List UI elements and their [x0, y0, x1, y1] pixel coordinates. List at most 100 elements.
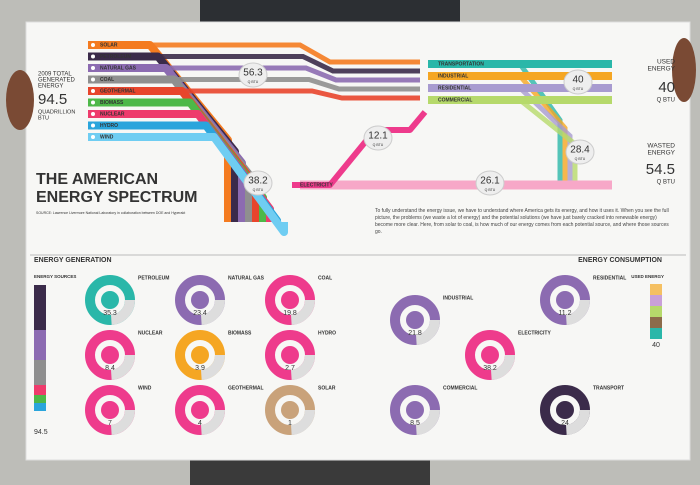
label: GEOTHERMAL [100, 88, 136, 94]
source-icon [91, 112, 95, 116]
donut-ring-accent [465, 330, 515, 380]
label: THE AMERICAN [36, 171, 158, 188]
donut-center [556, 401, 574, 419]
donut-ring-accent [175, 330, 225, 380]
label: 40 [572, 75, 584, 86]
label: Q BTU [253, 188, 264, 192]
label: ENERGY [38, 84, 63, 90]
node [238, 62, 268, 88]
label: COMMERCIAL [438, 97, 472, 103]
label: PETROLEUM [100, 54, 131, 60]
donut-center [281, 401, 299, 419]
label: ENERGY GENERATION [34, 257, 112, 264]
label: 24 [561, 420, 569, 427]
label: WASTED [647, 143, 675, 150]
donut-ring-accent [540, 385, 590, 435]
label: PETROLEUM [138, 275, 169, 281]
source-band-right [150, 42, 420, 65]
label: BIOMASS [228, 330, 252, 336]
source-bar-seg [34, 385, 46, 395]
label: NATURAL GAS [228, 275, 265, 281]
right-hand [672, 38, 696, 102]
label: 40 [658, 79, 675, 96]
label: TRANSPORT [593, 385, 624, 391]
label: WIND [100, 134, 114, 140]
label: ENERGY SPECTRUM [36, 189, 198, 206]
donut-center [406, 311, 424, 329]
source-bar-seg [34, 395, 46, 403]
label: HYDRO [318, 330, 336, 336]
label: 56.3 [243, 68, 263, 79]
source-icon [91, 100, 95, 105]
source-icon [91, 54, 95, 59]
donut-ring-accent [175, 275, 225, 325]
source-icon [91, 123, 95, 128]
label: Q BTU [657, 98, 675, 104]
label: 7 [108, 420, 112, 427]
donut-center [191, 401, 209, 419]
used-bar-seg [650, 317, 662, 328]
label: USED ENERGY [631, 274, 664, 279]
label: COMMERCIAL [443, 385, 477, 391]
donut-center [281, 291, 299, 309]
label: 40 [652, 342, 660, 349]
left-hand [6, 70, 34, 130]
label: HYDRO [100, 123, 118, 129]
label: 19.8 [283, 310, 297, 317]
donut-center [191, 291, 209, 309]
label: 2.7 [285, 365, 295, 372]
label: Q BTU [248, 80, 259, 84]
donut-ring-accent [265, 275, 315, 325]
donut-center [191, 346, 209, 364]
donut-center [281, 346, 299, 364]
person-legs [190, 458, 430, 485]
label: 21.8 [408, 330, 422, 337]
source-icon [91, 43, 95, 47]
label: RESIDENTIAL [438, 85, 471, 91]
label: WIND [138, 385, 152, 391]
label: Q BTU [575, 157, 586, 161]
label: 26.1 [480, 176, 500, 187]
source-bar-seg [34, 285, 46, 330]
label: TRANSPORTATION [438, 61, 484, 67]
label: Q BTU [485, 188, 496, 192]
source-icon [91, 77, 95, 82]
label: INDUSTRIAL [438, 73, 468, 79]
donut-ring-accent [85, 385, 135, 435]
donut-center [101, 346, 119, 364]
used-bar-seg [650, 328, 662, 339]
label: 2009 TOTAL [38, 72, 72, 78]
donut-ring-accent [265, 330, 315, 380]
label: 35.3 [103, 310, 117, 317]
intro-text: To fully understand the energy issue, we… [375, 208, 669, 235]
label: 8.4 [105, 365, 115, 372]
label: INDUSTRIAL [443, 295, 473, 301]
label: 38.2 [248, 176, 268, 187]
donut-center [481, 346, 499, 364]
label: SOLAR [100, 42, 118, 48]
label: ELECTRICITY [518, 330, 551, 336]
source-band-right [158, 54, 420, 74]
node [565, 139, 595, 165]
source-icon [91, 135, 95, 139]
label: COAL [100, 77, 114, 83]
label: NATURAL GAS [100, 65, 137, 71]
label: QUADRILLION [38, 109, 75, 115]
node [563, 69, 593, 95]
label: 38.2 [483, 365, 497, 372]
label: SOLAR [318, 385, 336, 391]
label: 28.4 [570, 145, 590, 156]
source-bar-seg [34, 360, 46, 385]
label: NUCLEAR [100, 111, 125, 117]
source-bar-seg [34, 330, 46, 360]
label: NUCLEAR [138, 330, 163, 336]
source-band-right [166, 65, 420, 83]
donut-center [406, 401, 424, 419]
donut-ring-accent [540, 275, 590, 325]
source-icon [91, 89, 95, 93]
donut-center [101, 291, 119, 309]
donut-ring-accent [85, 330, 135, 380]
label: 94.5 [34, 429, 48, 436]
